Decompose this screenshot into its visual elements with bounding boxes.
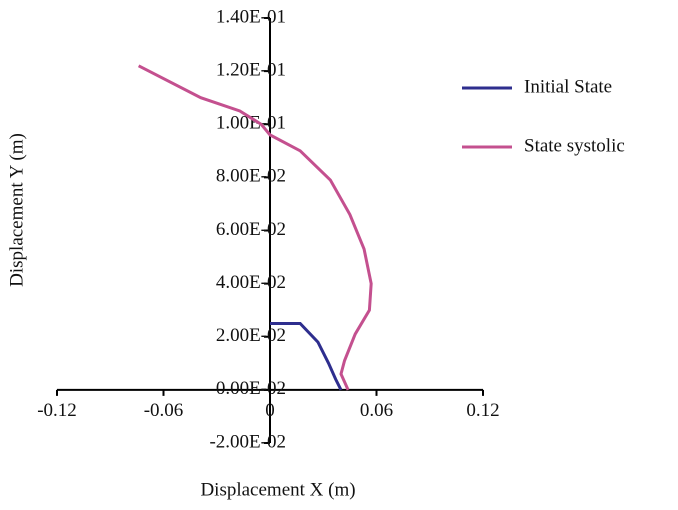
y-tick-label: 1.40E-01 — [216, 6, 286, 27]
y-tick-label: 1.00E-01 — [216, 113, 286, 134]
legend-label: Initial State — [524, 76, 612, 97]
series-line — [270, 321, 343, 391]
x-tick-label: 0.06 — [360, 400, 393, 421]
y-tick-label: -2.00E-02 — [209, 431, 286, 452]
y-tick-label: 6.00E-02 — [216, 219, 286, 240]
x-tick-label: -0.06 — [144, 400, 184, 421]
legend-label: State systolic — [524, 135, 625, 156]
x-tick-label: 0 — [265, 400, 275, 421]
y-axis-title: Displacement Y (m) — [6, 133, 27, 287]
x-tick-label: 0.12 — [466, 400, 499, 421]
y-tick-label: 1.20E-01 — [216, 59, 286, 80]
y-tick-label: 2.00E-02 — [216, 325, 286, 346]
y-tick-label: 0.00E-02 — [216, 378, 286, 399]
y-tick-label: 4.00E-02 — [216, 272, 286, 293]
series-line — [137, 64, 373, 391]
x-tick-label: -0.12 — [37, 400, 77, 421]
y-tick-label: 8.00E-02 — [216, 166, 286, 187]
x-axis-title: Displacement X (m) — [200, 479, 355, 500]
